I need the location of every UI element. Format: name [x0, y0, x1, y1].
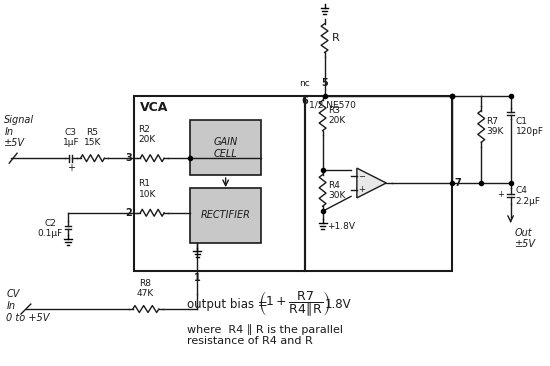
Text: VCA: VCA — [140, 101, 168, 113]
Text: R8
47K: R8 47K — [137, 279, 154, 298]
Text: 1: 1 — [194, 273, 201, 283]
Text: Signal
In
±5V: Signal In ±5V — [4, 115, 35, 148]
Text: GAIN
CELL: GAIN CELL — [213, 137, 238, 158]
Text: RECTIFIER: RECTIFIER — [201, 210, 251, 220]
Text: 1.8V: 1.8V — [324, 298, 351, 311]
Text: 2: 2 — [125, 208, 131, 218]
Text: 1/2 NE570: 1/2 NE570 — [309, 101, 356, 110]
Bar — [134, 96, 305, 271]
Text: 3: 3 — [125, 153, 131, 163]
Text: −: − — [358, 172, 365, 181]
Text: R3
20K: R3 20K — [328, 106, 346, 125]
Text: 7: 7 — [455, 178, 461, 188]
Text: R: R — [332, 33, 339, 43]
Text: +: + — [358, 185, 365, 194]
Text: R2
20K: R2 20K — [139, 125, 156, 144]
Text: +: + — [497, 190, 504, 199]
Text: Out
±5V: Out ±5V — [515, 228, 536, 249]
Text: C2
0.1μF: C2 0.1μF — [38, 219, 63, 238]
Bar — [190, 120, 261, 175]
Text: R4
30K: R4 30K — [328, 181, 346, 200]
Text: +1.8V: +1.8V — [327, 222, 355, 231]
Text: 6: 6 — [301, 96, 309, 106]
Text: nc: nc — [300, 79, 310, 88]
Text: R1
10K: R1 10K — [139, 179, 156, 199]
Text: R5
15K: R5 15K — [84, 128, 101, 147]
Text: R7
39K: R7 39K — [486, 117, 503, 136]
Bar — [305, 96, 452, 271]
Text: C3
1μF: C3 1μF — [63, 128, 79, 147]
Text: C4
2.2μF: C4 2.2μF — [515, 186, 541, 206]
Text: 5: 5 — [321, 78, 328, 88]
Text: +: + — [67, 163, 75, 173]
Text: CV
In
0 to +5V: CV In 0 to +5V — [6, 290, 50, 323]
Text: output bias =: output bias = — [188, 298, 272, 311]
Text: $\left(1+\dfrac{\rm R7}{\rm R4\!\parallel\!R}\right)$: $\left(1+\dfrac{\rm R7}{\rm R4\!\paralle… — [258, 290, 331, 319]
Text: where  R4 ∥ R is the parallel
resistance of R4 and R: where R4 ∥ R is the parallel resistance … — [188, 324, 343, 346]
Text: C1
120pF: C1 120pF — [515, 117, 543, 136]
Bar — [190, 188, 261, 243]
Polygon shape — [357, 168, 386, 198]
